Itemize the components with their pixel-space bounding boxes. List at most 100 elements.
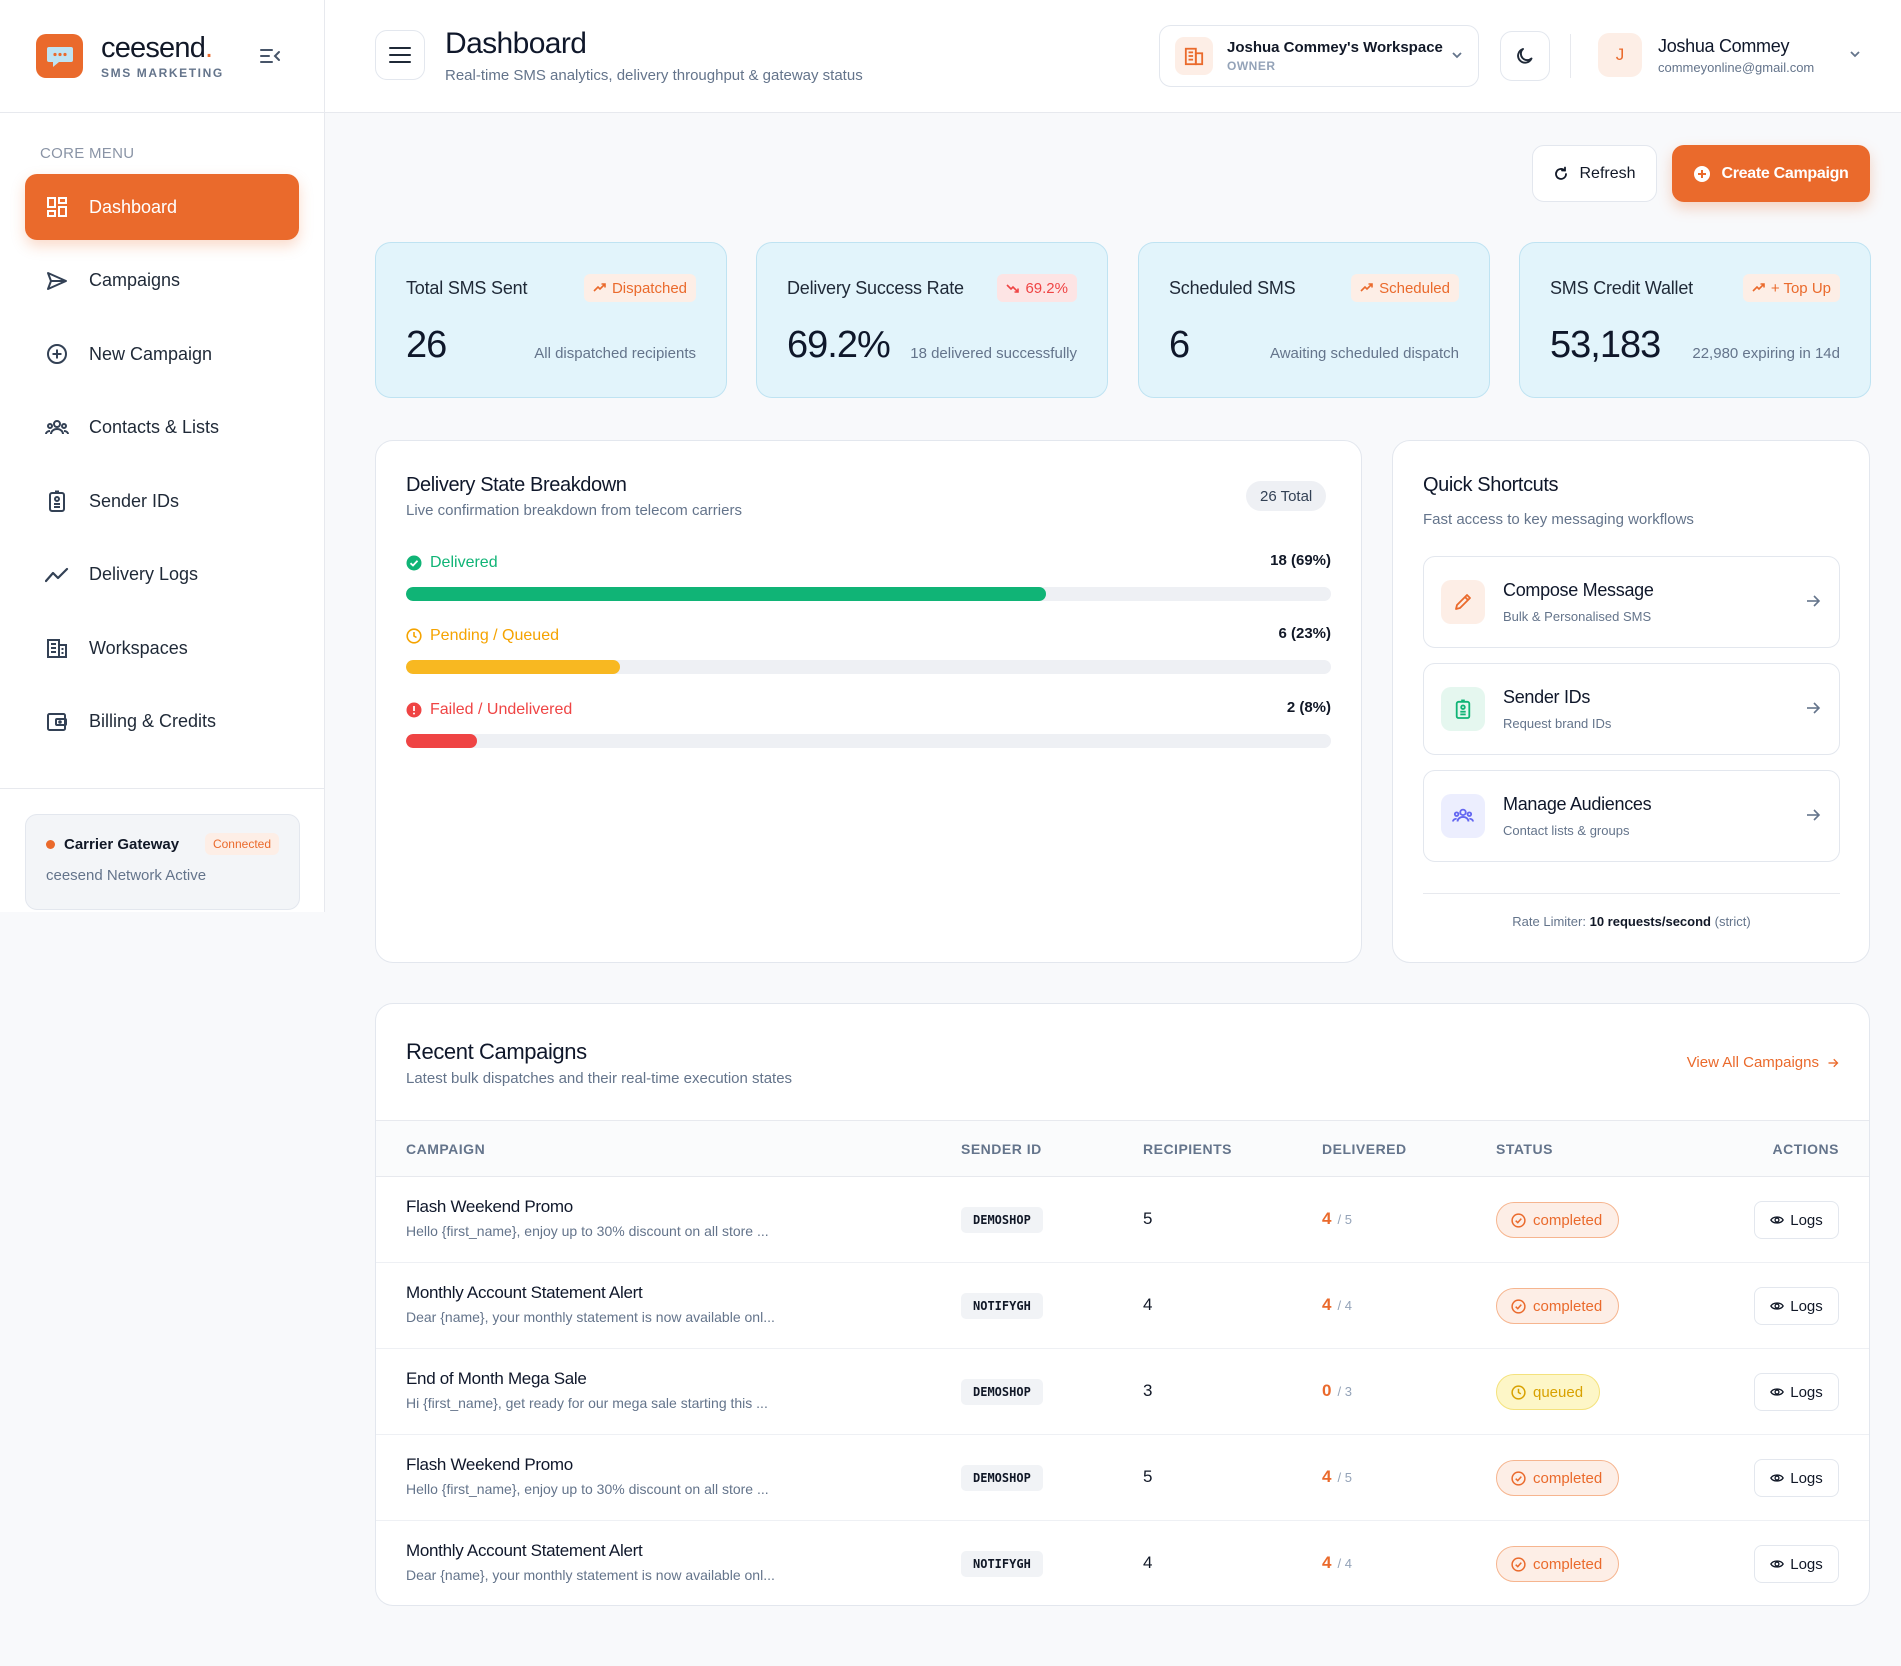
trend-icon [45, 563, 69, 587]
sidebar-item-workspaces[interactable]: Workspaces [25, 615, 299, 681]
campaigns-title: Recent Campaigns [406, 1039, 587, 1064]
status-badge: queued [1496, 1374, 1601, 1410]
progress-track [406, 660, 1331, 674]
sidebar-nav: Dashboard Campaigns New Campaign Contact… [0, 174, 324, 755]
workspace-name: Joshua Commey's Workspace [1227, 39, 1443, 56]
column-header-delivered: DELIVERED [1322, 1141, 1407, 1157]
plus-circle-icon [45, 342, 69, 366]
column-header-recipients: RECIPIENTS [1143, 1141, 1233, 1157]
sidebar-item-sender-ids[interactable]: Sender IDs [25, 468, 299, 534]
shortcuts-title: Quick Shortcuts [1423, 474, 1559, 496]
delivered-count: 4/ 5 [1322, 1467, 1352, 1486]
sidebar-item-contacts[interactable]: Contacts & Lists [25, 395, 299, 461]
campaign-message-preview: Dear {name}, your monthly statement is n… [406, 1567, 775, 1583]
campaign-name[interactable]: Monthly Account Statement Alert [406, 1283, 643, 1302]
user-menu[interactable]: J Joshua Commey commeyonline@gmail.com [1598, 33, 1814, 77]
sidebar-item-label: New Campaign [89, 343, 213, 364]
gateway-subtitle: ceesend Network Active [46, 867, 207, 884]
chevron-down-icon [1452, 52, 1462, 59]
view-logs-button[interactable]: Logs [1754, 1373, 1839, 1411]
table-row: Flash Weekend Promo Hello {first_name}, e… [376, 1177, 1869, 1263]
sidebar-item-billing[interactable]: Billing & Credits [25, 689, 299, 755]
stat-label: Total SMS Sent [406, 278, 528, 298]
check-circle-icon [406, 555, 422, 571]
chevron-down-icon[interactable] [1848, 47, 1862, 61]
recipients-count: 5 [1143, 1209, 1153, 1228]
shortcut-compose-message[interactable]: Compose Message Bulk & Personalised SMS [1423, 556, 1840, 648]
arrow-right-icon [1828, 1058, 1839, 1067]
stat-value: 6 [1169, 324, 1190, 366]
sender-id-badge: DEMOSHOP [961, 1465, 1043, 1491]
stat-label: SMS Credit Wallet [1550, 278, 1693, 298]
view-logs-button[interactable]: Logs [1754, 1459, 1839, 1497]
gateway-section: Carrier Gateway Connected ceesend Networ… [0, 788, 325, 910]
shortcut-sender-ids[interactable]: Sender IDs Request brand IDs [1423, 663, 1840, 755]
arrow-right-icon [1807, 595, 1821, 607]
menu-toggle-button[interactable] [375, 30, 425, 80]
sidebar-item-label: Billing & Credits [89, 711, 217, 731]
shortcut-title: Manage Audiences [1503, 794, 1652, 814]
sidebar-item-delivery-logs[interactable]: Delivery Logs [25, 542, 299, 608]
table-row: Monthly Account Statement Alert Dear {nam… [376, 1263, 1869, 1349]
recent-campaigns-panel: Recent Campaigns Latest bulk dispatches … [375, 1003, 1870, 1606]
recipients-count: 5 [1143, 1467, 1153, 1486]
column-header-status: STATUS [1496, 1141, 1553, 1157]
trend-up-icon [1360, 283, 1373, 292]
campaign-name[interactable]: Flash Weekend Promo [406, 1455, 573, 1474]
sidebar-item-label: Workspaces [89, 637, 188, 658]
view-all-campaigns-link[interactable]: View All Campaigns [1687, 1054, 1839, 1071]
breakdown-title: Delivery State Breakdown [406, 474, 627, 496]
sidebar: ceesend. SMS MARKETING CORE MENU Dashboa… [0, 0, 325, 912]
shortcut-manage-audiences[interactable]: Manage Audiences Contact lists & groups [1423, 770, 1840, 862]
recipients-count: 3 [1143, 1381, 1153, 1400]
eye-icon [1770, 1388, 1785, 1396]
arrow-right-icon [1807, 702, 1821, 714]
breakdown-subtitle: Live confirmation breakdown from telecom… [406, 502, 742, 519]
sidebar-item-new-campaign[interactable]: New Campaign [25, 321, 299, 387]
shortcut-subtitle: Contact lists & groups [1503, 823, 1630, 838]
view-logs-button[interactable]: Logs [1754, 1201, 1839, 1239]
status-badge: completed [1496, 1202, 1620, 1238]
rate-limiter-note: Rate Limiter: 10 requests/second (strict… [1423, 893, 1840, 929]
campaigns-subtitle: Latest bulk dispatches and their real-ti… [406, 1070, 793, 1087]
shortcut-subtitle: Bulk & Personalised SMS [1503, 609, 1652, 624]
sidebar-item-dashboard[interactable]: Dashboard [25, 174, 299, 240]
ceesend-logo[interactable] [36, 34, 83, 78]
stat-note: 22,980 expiring in 14d [1692, 345, 1840, 362]
sidebar-item-label: Dashboard [89, 196, 178, 217]
header-divider [1570, 34, 1571, 78]
breakdown-row-failed: Failed / Undelivered 2 (8%) [406, 699, 1331, 748]
stat-value: 26 [406, 324, 447, 366]
status-badge: completed [1496, 1288, 1620, 1324]
shortcut-subtitle: Request brand IDs [1503, 716, 1612, 731]
breakdown-row-delivered: Delivered 18 (69%) [406, 552, 1331, 601]
user-name: Joshua Commey [1658, 35, 1790, 56]
arrow-right-icon [1807, 809, 1821, 821]
building-icon [45, 636, 69, 660]
shortcuts-subtitle: Fast access to key messaging workflows [1423, 511, 1694, 528]
gateway-title: Carrier Gateway [64, 835, 180, 853]
sender-id-badge: DEMOSHOP [961, 1379, 1043, 1405]
campaign-name[interactable]: Flash Weekend Promo [406, 1197, 573, 1216]
shortcut-title: Sender IDs [1503, 687, 1591, 707]
campaign-name[interactable]: End of Month Mega Sale [406, 1369, 587, 1388]
view-logs-button[interactable]: Logs [1754, 1545, 1839, 1583]
top-up-button[interactable]: + Top Up [1742, 274, 1840, 302]
table-row: Flash Weekend Promo Hello {first_name}, e… [376, 1435, 1869, 1521]
campaign-name[interactable]: Monthly Account Statement Alert [406, 1541, 643, 1560]
theme-toggle-button[interactable] [1500, 31, 1550, 81]
clock-icon [406, 628, 422, 644]
sidebar-item-label: Campaigns [89, 270, 181, 290]
workspace-switcher[interactable]: Joshua Commey's Workspace OWNER [1159, 25, 1479, 87]
create-campaign-button[interactable]: Create Campaign [1672, 145, 1870, 202]
refresh-icon [1555, 166, 1568, 180]
stat-card-credit-wallet: SMS Credit Wallet + Top Up 53,183 22,980… [1519, 242, 1871, 398]
recipients-count: 4 [1143, 1295, 1153, 1314]
refresh-button[interactable]: Refresh [1532, 145, 1657, 202]
view-logs-button[interactable]: Logs [1754, 1287, 1839, 1325]
campaign-message-preview: Hi {first_name}, get ready for our mega … [406, 1395, 768, 1411]
sidebar-item-campaigns[interactable]: Campaigns [25, 248, 299, 314]
check-circle-icon [1511, 1212, 1526, 1228]
stat-card-scheduled: Scheduled SMS Scheduled 6 Awaiting sched… [1138, 242, 1490, 398]
collapse-sidebar-icon[interactable] [258, 44, 282, 68]
